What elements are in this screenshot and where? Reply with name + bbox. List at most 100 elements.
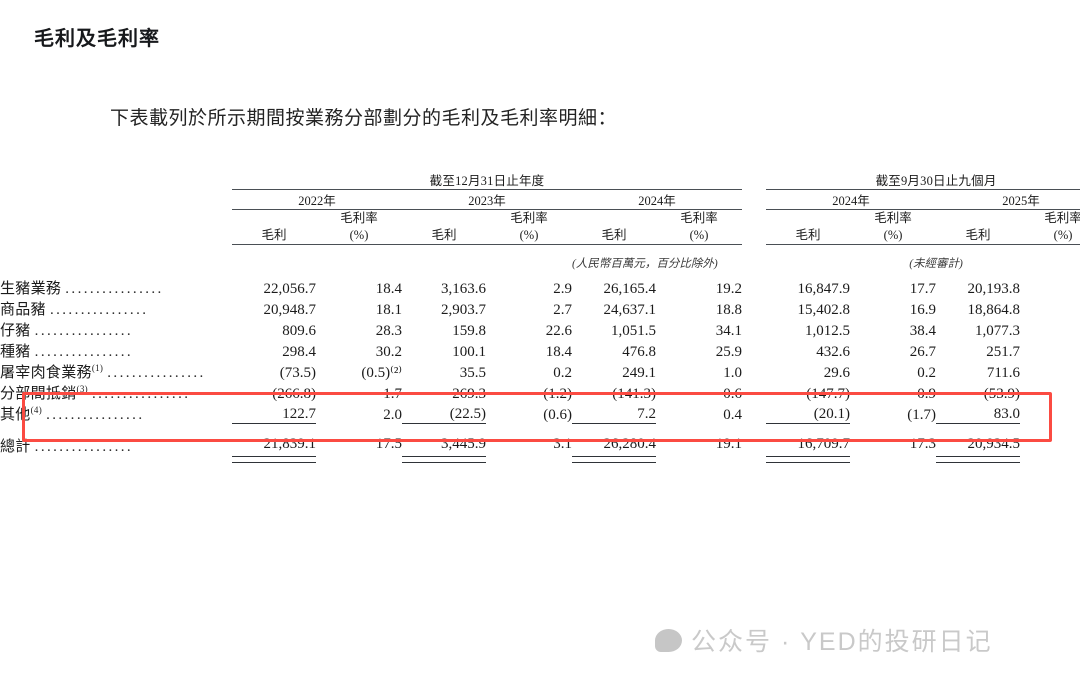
table-cell: 18,864.8 [967,301,1021,318]
table-cell: 26,165.4 [603,280,657,297]
row-label: 總計 ................ [0,435,232,456]
total-rule-label [0,424,232,436]
table-cell: (141.3) [612,385,656,402]
watermark: 公众号 · YED的投研日记 [655,622,993,658]
table-cell: 20,193.8 [967,280,1021,297]
table-cell: 3,163.6 [441,280,486,297]
table-cell: 34.1 [715,322,743,339]
margin-label-l2: (%) [883,227,903,242]
table-cell: 159.8 [452,322,486,339]
table-cell: 17.5 [375,436,402,453]
table-cell: 20.1 [1020,340,1080,361]
column-gap [742,319,766,340]
subheader-gp-2024: 毛利 [601,227,627,242]
column-gap [742,277,766,298]
rule-col-3 [402,243,486,245]
leader-dots: ................ [34,439,134,456]
row-label: 其他(4) ................ [0,403,232,424]
margin-label-l1: 毛利率 [680,211,718,225]
row-label-text: 商品豬 [0,301,46,318]
margin-label-l2: (%) [349,227,369,242]
total-rule-cell [402,423,486,436]
row-label: 仔豬 ................ [0,319,232,340]
group-header-ninemonths: 截至9月30日止九個月 [875,174,997,188]
year-2025-9m: 2025年 [1002,194,1040,208]
table-cell: 18.2 [1020,298,1080,319]
table-cell: 30.2 [375,343,402,360]
table-cell: 2.2 [1020,361,1080,382]
rule-col-6 [656,243,743,245]
table-cell: (73.5) [279,364,316,381]
subheader-margin-2024: 毛利率 (%) [656,210,742,244]
table-cell: 15,402.8 [797,301,851,318]
row-label-footnote: (1) [91,362,104,373]
table-cell: 29.6 [823,364,851,381]
column-rule-row [0,243,1080,245]
table-cell: 1.7 [383,385,402,402]
table-cell: 2,903.7 [441,301,486,318]
dline-cell [766,455,851,463]
year-2023: 2023年 [468,194,506,208]
table-cell: 18.8 [715,301,743,318]
leader-dots: ................ [34,322,134,339]
year-gap [742,190,766,210]
table-cell: 20,934.5 [967,435,1021,452]
rule-year-2023 [402,209,572,210]
unit-note-row: (人民幣百萬元，百分比除外) (未經審計) [0,244,1080,271]
table-cell: 476.8 [622,343,656,360]
table-cell: (1.2) [543,385,572,402]
subheader-margin-2023: 毛利率 (%) [486,210,572,244]
table-cell: 22.1 [1020,319,1080,340]
subheader-gp-2024-9m: 毛利 [795,227,821,242]
table-cell: 432.6 [816,343,851,360]
dline-cell [936,455,1021,463]
table-cell: 1.0 [723,364,743,381]
table-cell: 0.4 [723,406,743,423]
rule-col-2 [316,243,402,245]
total-rule-cell [232,423,316,436]
total-double-underline-row [0,455,1080,463]
row-label-text: 生豬業務 [0,280,62,297]
group-rule-row [0,189,1080,190]
table-cell: (0.6) [543,406,572,423]
table-cell: 21,839.1 [263,435,317,452]
dline-cell [1020,456,1080,462]
table-cell: 28.3 [375,322,402,339]
margin-label-l2: (%) [689,227,709,242]
table-cell: 0.2 [917,364,937,381]
rule-year-2024-9m [766,209,937,210]
table-cell: 17.7 [909,280,937,297]
column-gap [742,340,766,361]
table-cell: 26.7 [909,343,937,360]
table-cell: 0.6 [723,385,743,402]
dline-gap [742,456,766,462]
table-cell: 18.4 [545,343,572,360]
group-header-annual: 截至12月31日止年度 [429,174,545,188]
dline-cell [486,456,572,462]
total-rule-cell [656,424,742,436]
row-label: 分部間抵銷(3) ................ [0,382,232,403]
table-cell: (266.8) [272,385,316,402]
unit-note-spacer [0,244,572,271]
dline-cell [316,456,402,462]
table-cell: (147.7) [806,385,851,402]
table-cell: 2.7 [553,301,572,318]
rule-year-2025-9m [936,209,1080,210]
table-cell: 298.4 [282,343,316,360]
year-spacer-left [0,190,232,210]
table-cell: (22.5) [449,406,486,423]
speech-bubble-icon [655,628,682,652]
table-cell: 122.7 [282,406,316,423]
margin-label-l1: 毛利率 [1044,211,1080,225]
row-label-text: 總計 [0,439,31,456]
table-cell: 7.2 [637,406,656,423]
table-cell: 19.2 [715,280,743,297]
table-row: 商品豬 ................ 20,948.7 18.1 2,903.7 2… [0,298,1080,319]
table-cell: 1,051.5 [611,322,656,339]
table-cell: 0.2 [1020,382,1080,403]
dline-cell [850,456,936,462]
rule-col-5 [572,243,656,245]
table-cell: 1,077.3 [975,322,1021,339]
total-rule-cell [572,423,656,436]
table-cell: 3.1 [553,436,572,453]
